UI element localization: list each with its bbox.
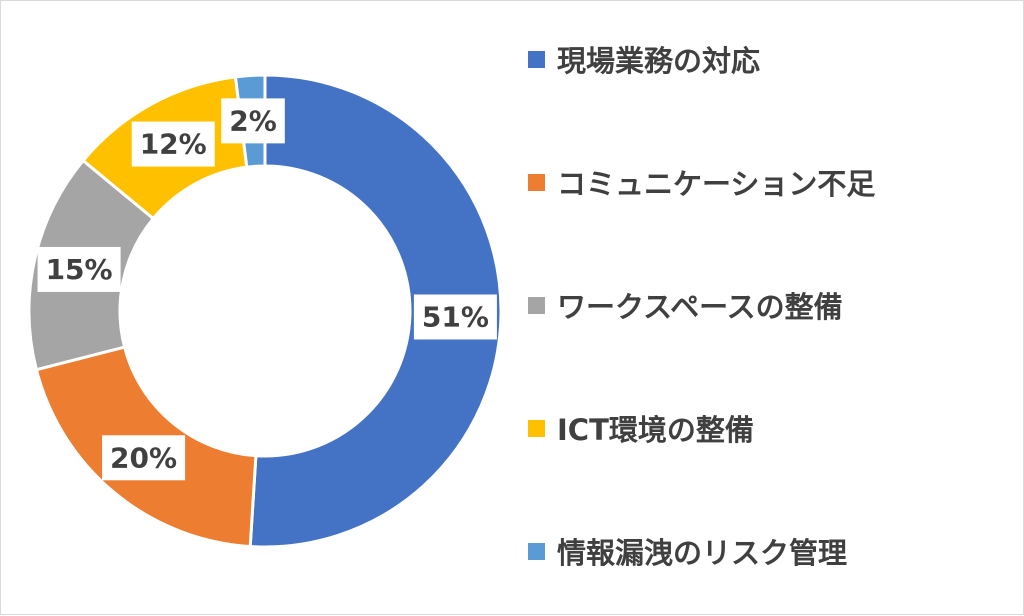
data-label-bg-security [221,98,285,144]
legend-label-genba: 現場業務の対応 [557,44,761,78]
legend-label-communication: コミュニケーション不足 [557,167,876,201]
legend-item-communication: コミュニケーション不足 [528,154,875,210]
legend-item-security: 情報漏洩のリスク管理 [528,523,847,579]
data-label-bg-genba [413,294,497,340]
legend-label-workspace: ワークスペースの整備 [557,290,843,324]
legend-item-workspace: ワークスペースの整備 [528,277,843,333]
data-label-genba: 51% [413,294,497,340]
legend-swatch-communication [528,173,545,191]
data-label-text-security: 2% [229,104,277,137]
slice-genba [248,73,503,549]
legend-swatch-security [528,542,545,560]
data-label-text-ict: 12% [140,128,207,161]
legend-item-genba: 現場業務の対応 [528,31,760,87]
legend-swatch-genba [528,50,545,68]
data-labels: 51% 20% 15% 12% 2% [37,98,497,481]
legend-item-ict: ICT環境の整備 [528,400,754,456]
data-label-communication: 20% [102,435,186,481]
data-label-ict: 12% [131,121,215,167]
data-label-text-genba: 51% [422,300,489,333]
legend-swatch-ict [528,419,545,437]
data-label-text-communication: 20% [110,441,177,474]
data-label-bg-workspace [37,246,121,292]
data-label-workspace: 15% [37,246,121,292]
legend-swatch-workspace [528,296,545,314]
data-label-bg-ict [131,121,215,167]
data-label-security: 2% [221,98,285,144]
legend-label-security: 情報漏洩のリスク管理 [557,536,848,570]
legend-label-ict: ICT環境の整備 [557,413,754,447]
data-label-bg-communication [102,435,186,481]
data-label-text-workspace: 15% [46,253,113,286]
